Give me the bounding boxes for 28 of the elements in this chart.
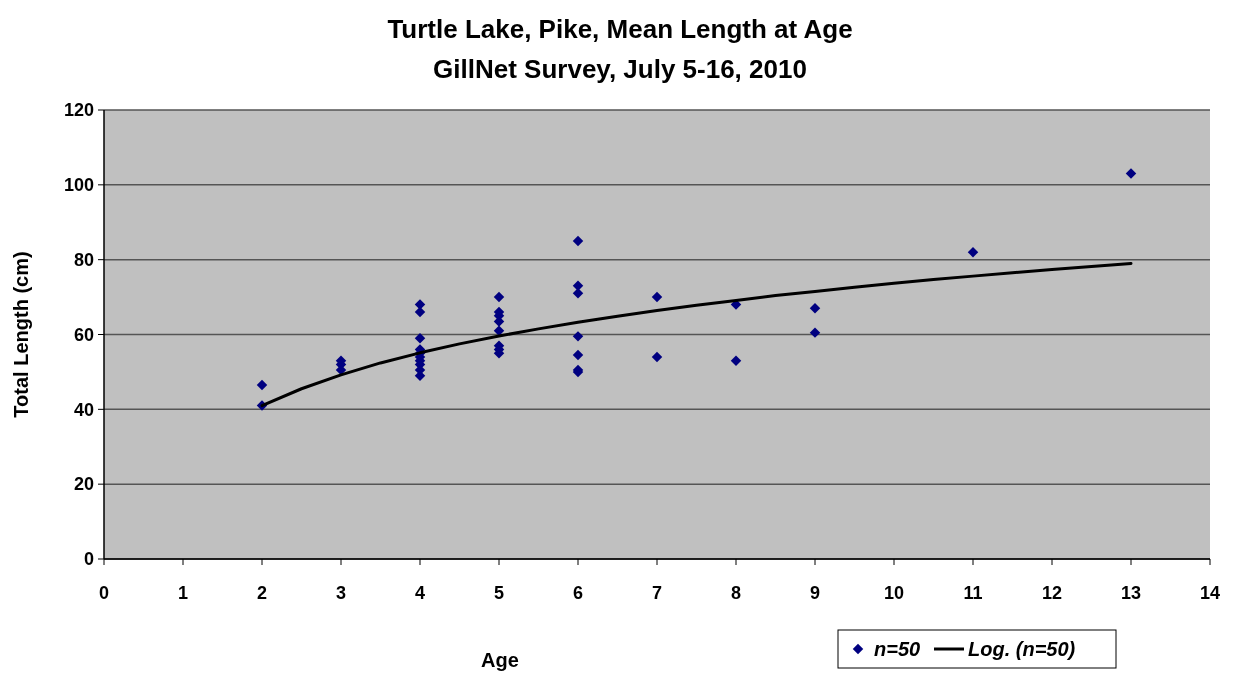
y-tick-label: 80 bbox=[73, 249, 94, 270]
y-tick-label: 0 bbox=[83, 549, 94, 570]
legend-label: Log. (n=50) bbox=[968, 638, 1076, 660]
y-tick-label: 40 bbox=[73, 399, 94, 420]
y-axis-title: Total Length (cm) bbox=[10, 251, 32, 418]
x-tick-label: 1 bbox=[177, 583, 189, 603]
x-tick-label: 12 bbox=[1041, 583, 1063, 603]
x-tick-label: 9 bbox=[809, 583, 821, 603]
chart-title: Turtle Lake, Pike, Mean Length at Age bbox=[387, 14, 853, 44]
y-tick-label: 120 bbox=[63, 100, 94, 121]
x-tick-label: 0 bbox=[98, 583, 110, 603]
x-tick-label: 5 bbox=[493, 583, 505, 603]
x-tick-label: 14 bbox=[1199, 583, 1221, 603]
y-tick-label: 60 bbox=[73, 324, 94, 345]
x-tick-label: 3 bbox=[335, 583, 347, 603]
x-tick-label: 11 bbox=[963, 583, 983, 603]
x-tick-label: 2 bbox=[256, 583, 268, 603]
x-tick-label: 7 bbox=[651, 583, 663, 603]
legend-label: n=50 bbox=[874, 638, 921, 660]
chart-subtitle: GillNet Survey, July 5-16, 2010 bbox=[433, 54, 807, 84]
x-axis-title: Age bbox=[481, 649, 519, 671]
x-tick-label: 4 bbox=[414, 583, 426, 603]
x-tick-label: 13 bbox=[1120, 583, 1142, 603]
x-tick-label: 8 bbox=[730, 583, 742, 603]
y-tick-label: 100 bbox=[63, 175, 94, 196]
x-tick-label: 6 bbox=[572, 583, 584, 603]
x-tick-label: 10 bbox=[883, 583, 905, 603]
y-tick-label: 20 bbox=[73, 474, 94, 495]
